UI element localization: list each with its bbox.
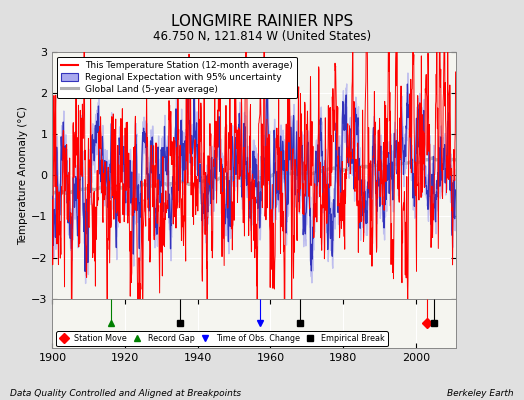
Y-axis label: Temperature Anomaly (°C): Temperature Anomaly (°C)	[18, 106, 28, 245]
Legend: Station Move, Record Gap, Time of Obs. Change, Empirical Break: Station Move, Record Gap, Time of Obs. C…	[57, 331, 388, 346]
Text: 46.750 N, 121.814 W (United States): 46.750 N, 121.814 W (United States)	[153, 30, 371, 43]
Legend: This Temperature Station (12-month average), Regional Expectation with 95% uncer: This Temperature Station (12-month avera…	[57, 56, 297, 98]
Text: LONGMIRE RAINIER NPS: LONGMIRE RAINIER NPS	[171, 14, 353, 29]
Text: Data Quality Controlled and Aligned at Breakpoints: Data Quality Controlled and Aligned at B…	[10, 389, 242, 398]
Text: Berkeley Earth: Berkeley Earth	[447, 389, 514, 398]
